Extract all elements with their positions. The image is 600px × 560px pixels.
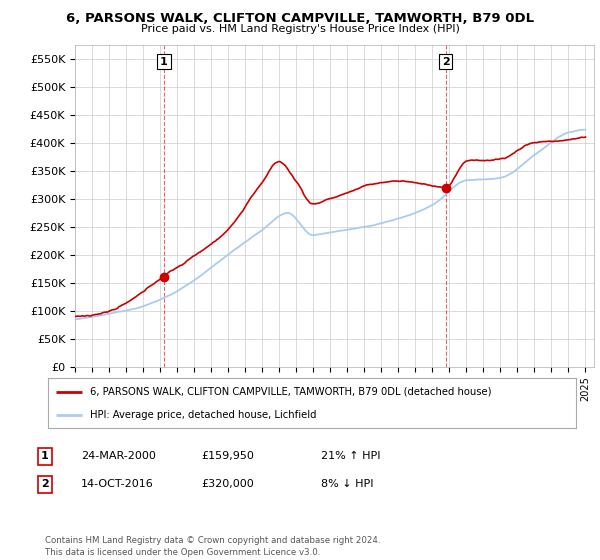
Text: £159,950: £159,950 bbox=[201, 451, 254, 461]
Text: 6, PARSONS WALK, CLIFTON CAMPVILLE, TAMWORTH, B79 0DL (detached house): 6, PARSONS WALK, CLIFTON CAMPVILLE, TAMW… bbox=[90, 386, 492, 396]
Text: 1: 1 bbox=[41, 451, 49, 461]
Text: 14-OCT-2016: 14-OCT-2016 bbox=[81, 479, 154, 489]
Text: 2: 2 bbox=[41, 479, 49, 489]
Text: 2: 2 bbox=[442, 57, 449, 67]
Text: 1: 1 bbox=[160, 57, 168, 67]
Text: Price paid vs. HM Land Registry's House Price Index (HPI): Price paid vs. HM Land Registry's House … bbox=[140, 24, 460, 34]
Text: 6, PARSONS WALK, CLIFTON CAMPVILLE, TAMWORTH, B79 0DL: 6, PARSONS WALK, CLIFTON CAMPVILLE, TAMW… bbox=[66, 12, 534, 25]
Text: 8% ↓ HPI: 8% ↓ HPI bbox=[321, 479, 373, 489]
Text: £320,000: £320,000 bbox=[201, 479, 254, 489]
Text: 21% ↑ HPI: 21% ↑ HPI bbox=[321, 451, 380, 461]
Text: 24-MAR-2000: 24-MAR-2000 bbox=[81, 451, 156, 461]
Text: HPI: Average price, detached house, Lichfield: HPI: Average price, detached house, Lich… bbox=[90, 410, 317, 420]
Text: Contains HM Land Registry data © Crown copyright and database right 2024.
This d: Contains HM Land Registry data © Crown c… bbox=[45, 536, 380, 557]
